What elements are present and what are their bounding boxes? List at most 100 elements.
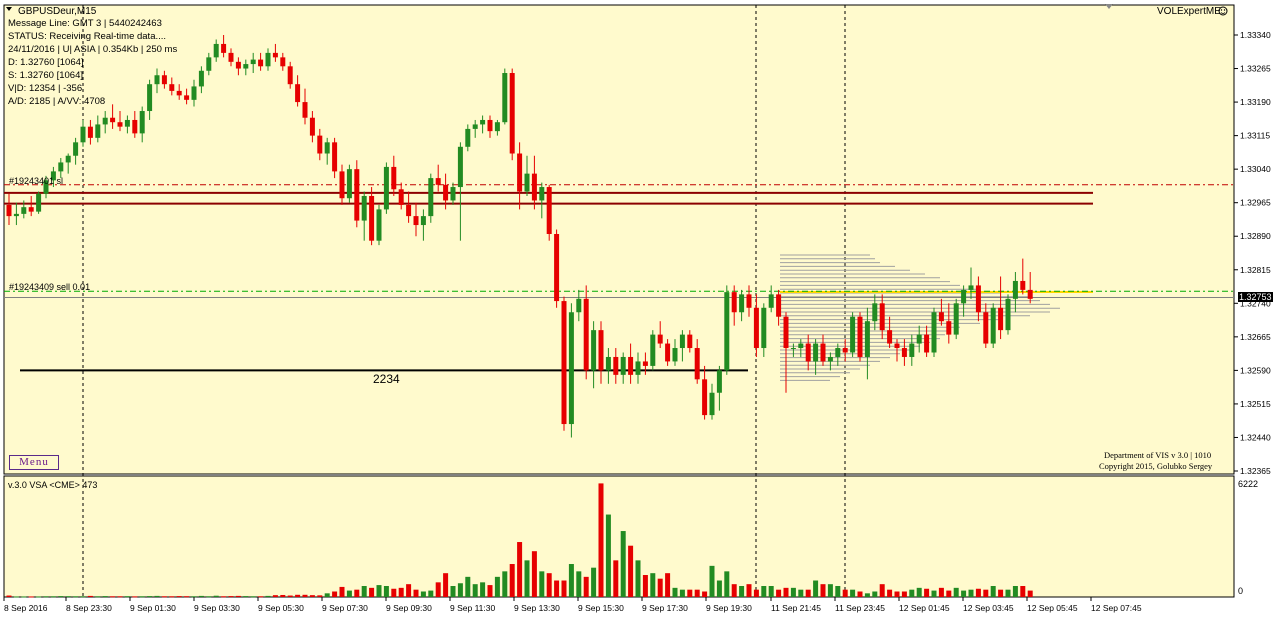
volume-bar [864, 593, 870, 597]
time-label: 11 Sep 23:45 [835, 603, 885, 613]
time-label: 9 Sep 09:30 [386, 603, 432, 613]
volume-bar [628, 545, 634, 597]
candle-body [132, 119, 138, 134]
volume-bar [679, 589, 685, 597]
candle-body [568, 312, 574, 425]
candle-body [931, 312, 937, 353]
volume-bar [761, 586, 767, 597]
time-label: 12 Sep 01:45 [899, 603, 950, 613]
candle-body [620, 356, 626, 375]
volume-bar [1005, 589, 1011, 597]
volume-bar [938, 587, 944, 597]
candle-body [820, 343, 826, 362]
volume-bar [465, 576, 471, 597]
candle-body [102, 117, 108, 125]
volume-bar [95, 596, 101, 598]
candle-body [361, 195, 367, 221]
candle-body [509, 73, 515, 154]
candle-body [687, 334, 693, 349]
candle-body [265, 52, 271, 67]
copyright-line2: Copyright 2015, Golubko Sergey [1099, 461, 1213, 471]
volume-bar [206, 596, 212, 598]
time-label: 12 Sep 05:45 [1027, 603, 1078, 613]
volume-panel[interactable] [3, 475, 1235, 598]
candle-body [302, 102, 308, 118]
d-line: D: 1.32760 [1064] [8, 57, 84, 68]
candle-body [250, 59, 256, 65]
volume-bar [650, 573, 656, 597]
volume-bar [576, 571, 582, 597]
candle-body [628, 356, 634, 375]
volume-bar [605, 514, 611, 597]
price-label: 1.33190 [1240, 97, 1271, 107]
volume-bar [132, 596, 138, 598]
candle-body [827, 356, 833, 362]
candle-body [87, 126, 93, 138]
candle-body [694, 348, 700, 380]
smiley-icon[interactable] [1218, 6, 1228, 16]
time-label: 9 Sep 11:30 [450, 603, 495, 613]
candle-body [228, 52, 234, 62]
volume-bar [295, 594, 301, 597]
volume-bar [110, 596, 116, 598]
candle-body [857, 316, 863, 357]
volume-bar [842, 589, 848, 597]
candle-body [406, 204, 412, 217]
candle-body [213, 43, 219, 58]
candle-body [887, 330, 893, 344]
candles-layer [6, 35, 1033, 438]
candle-body [317, 135, 323, 154]
volume-bar [968, 589, 974, 597]
buy-order-label: #19243401 sl [9, 176, 64, 186]
shift-marker-icon[interactable] [1105, 4, 1113, 9]
volume-bar [346, 590, 352, 597]
candle-body [768, 294, 774, 308]
candle-body [561, 301, 567, 425]
volume-bar [302, 594, 308, 597]
candle-body [924, 334, 930, 353]
expert-name[interactable]: VOLExpertME [1157, 6, 1221, 17]
volume-bar [250, 596, 256, 598]
candle-body [864, 321, 870, 357]
candle-body [517, 153, 523, 192]
candle-body [583, 298, 589, 371]
candle-body [420, 216, 426, 226]
volume-bar [494, 576, 500, 597]
smiley-mouth [1220, 12, 1226, 14]
time-label: 11 Sep 21:45 [771, 603, 821, 613]
volume-bar [443, 573, 449, 597]
candle-body [983, 312, 989, 344]
volume-bar [139, 596, 145, 598]
main-panel[interactable] [3, 4, 1235, 475]
volume-bar [924, 588, 930, 597]
candle-body [191, 86, 197, 100]
candle-body [909, 343, 915, 357]
time-label: 8 Sep 23:30 [66, 603, 112, 613]
volume-bar [58, 596, 64, 598]
time-label: 8 Sep 2016 [4, 603, 48, 613]
candle-body [73, 142, 79, 156]
candle-body [968, 285, 974, 290]
candle-body [613, 356, 619, 375]
candle-body [842, 348, 848, 353]
candle-body [635, 361, 641, 375]
volume-bar [1027, 590, 1033, 597]
volume-bar [361, 586, 367, 597]
candle-body [332, 142, 338, 172]
volume-bar [1020, 586, 1026, 597]
candle-body [295, 84, 301, 103]
candle-body [665, 343, 671, 362]
volume-bar [73, 596, 79, 598]
volume-bar [872, 591, 878, 597]
volume-bar [709, 565, 715, 597]
menu-button[interactable]: Menu [9, 455, 59, 470]
volume-bar [805, 589, 811, 597]
volume-bar [65, 596, 71, 598]
collapse-triangle-icon[interactable] [6, 7, 12, 11]
candle-body [413, 216, 419, 226]
candle-body [872, 303, 878, 322]
volume-bar [1012, 586, 1018, 597]
candle-body [1005, 298, 1011, 331]
